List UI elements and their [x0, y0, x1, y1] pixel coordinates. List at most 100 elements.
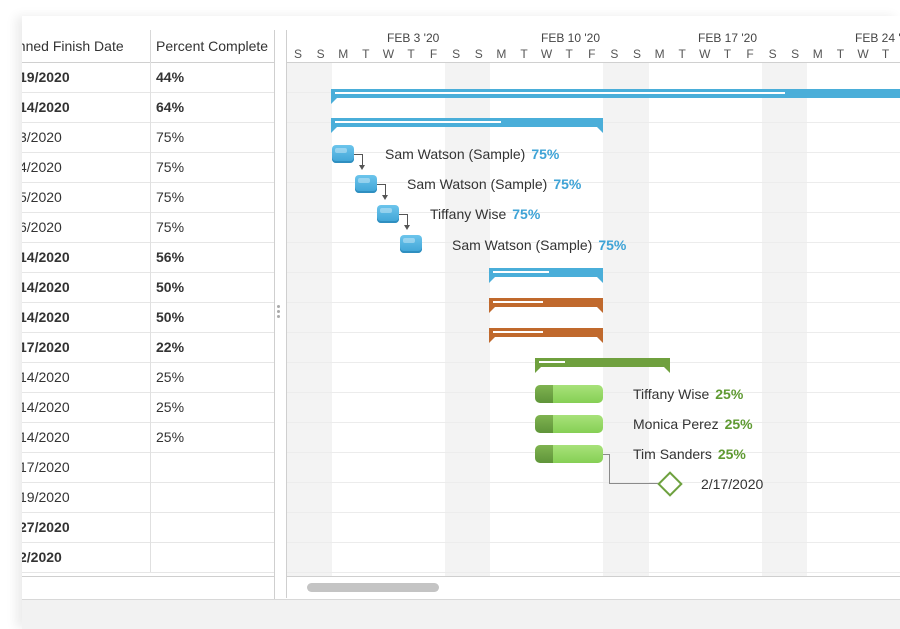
percent-complete-cell[interactable]: 75%	[156, 159, 185, 175]
day-label: S	[474, 47, 483, 61]
table-row[interactable]: 6/2020 75%	[22, 212, 274, 243]
gantt-row	[287, 482, 900, 513]
weekend-shading	[761, 62, 785, 576]
week-label: FEB 10 '20	[541, 31, 600, 45]
task-bar[interactable]	[355, 175, 377, 193]
planned-finish-cell[interactable]: 17/2020	[22, 332, 151, 362]
summary-bar-orange-1[interactable]	[489, 298, 603, 313]
column-header-percent-complete[interactable]: Percent Complete	[156, 38, 269, 54]
table-row[interactable]: 3/2020 75%	[22, 122, 274, 153]
day-label: W	[699, 47, 711, 61]
column-header-planned-finish-date[interactable]: anned Finish Date	[22, 30, 151, 62]
percent-complete-cell[interactable]: 50%	[156, 309, 185, 325]
percent-complete-cell[interactable]: 64%	[156, 99, 185, 115]
planned-finish-cell[interactable]: 14/2020	[22, 272, 151, 302]
day-label: T	[565, 47, 573, 61]
planned-finish-cell[interactable]: 14/2020	[22, 242, 151, 272]
timeline-header: FEB 3 '20 FEB 10 '20 FEB 17 '20 FEB 24 '…	[287, 30, 900, 63]
table-row[interactable]: 5/2020 75%	[22, 182, 274, 213]
percent-complete-cell[interactable]: 75%	[156, 189, 185, 205]
day-label: S	[610, 47, 619, 61]
day-label: M	[654, 47, 665, 61]
percent-complete-cell[interactable]: 50%	[156, 279, 185, 295]
planned-finish-cell[interactable]: 14/2020	[22, 362, 151, 392]
percent-complete-cell[interactable]: 75%	[156, 219, 185, 235]
day-label: M	[812, 47, 823, 61]
task-percent: 25%	[715, 386, 744, 402]
summary-bar-green[interactable]	[535, 358, 670, 373]
planned-finish-cell[interactable]: 17/2020	[22, 452, 151, 482]
planned-finish-cell[interactable]: 14/2020	[22, 302, 151, 332]
pane-splitter-handle[interactable]	[277, 303, 281, 323]
dependency-arrow	[359, 165, 365, 170]
planned-finish-cell[interactable]: 6/2020	[22, 212, 151, 242]
summary-bar-project[interactable]	[331, 89, 900, 104]
percent-complete-cell[interactable]: 25%	[156, 429, 185, 445]
table-row[interactable]: 17/2020	[22, 452, 274, 483]
gantt-row	[287, 152, 900, 183]
dependency-line	[407, 214, 408, 226]
day-label: S	[768, 47, 777, 61]
dependency-line	[399, 214, 407, 215]
day-label: W	[540, 47, 553, 61]
resource-name: Tiffany Wise	[430, 206, 507, 222]
summary-bar-phase-2[interactable]	[489, 268, 603, 283]
planned-finish-cell[interactable]: 3/2020	[22, 122, 151, 152]
day-label: W	[857, 47, 869, 61]
planned-finish-cell[interactable]: 19/2020	[22, 62, 151, 92]
horizontal-scrollbar[interactable]	[287, 576, 900, 598]
day-label: F	[588, 47, 596, 61]
gantt-row	[287, 122, 900, 153]
table-row[interactable]: 2/2020	[22, 542, 274, 573]
task-label: Tiffany Wise 25%	[633, 386, 743, 402]
resource-name: Sam Watson (Sample)	[452, 237, 593, 253]
planned-finish-cell[interactable]: 5/2020	[22, 182, 151, 212]
task-bar[interactable]	[535, 415, 603, 433]
planned-finish-cell[interactable]: 2/2020	[22, 542, 151, 572]
task-percent: 75%	[553, 176, 582, 192]
day-label: S	[316, 47, 325, 61]
percent-complete-cell[interactable]: 22%	[156, 339, 185, 355]
gantt-row	[287, 512, 900, 543]
scrollbar-thumb[interactable]	[307, 583, 439, 592]
summary-bar-phase-1[interactable]	[331, 118, 603, 133]
weekend-shading	[287, 62, 310, 576]
week-label: FEB 3 '20	[387, 31, 440, 45]
task-bar[interactable]	[332, 145, 354, 163]
planned-finish-cell[interactable]: 14/2020	[22, 92, 151, 122]
table-row[interactable]: 19/2020 44%	[22, 62, 274, 93]
day-label: T	[881, 47, 890, 61]
table-row[interactable]: 27/2020	[22, 512, 274, 543]
day-label: T	[407, 47, 415, 61]
task-bar[interactable]	[535, 445, 603, 463]
table-row[interactable]: 14/2020 25%	[22, 362, 274, 393]
table-row[interactable]: 4/2020 75%	[22, 152, 274, 183]
planned-finish-cell[interactable]: 19/2020	[22, 482, 151, 512]
table-row[interactable]: 14/2020 25%	[22, 392, 274, 423]
percent-complete-cell[interactable]: 44%	[156, 69, 185, 85]
weekend-shading	[309, 62, 333, 576]
planned-finish-cell[interactable]: 14/2020	[22, 422, 151, 452]
percent-complete-cell[interactable]: 56%	[156, 249, 185, 265]
day-label: T	[520, 47, 528, 61]
resource-name: Sam Watson (Sample)	[407, 176, 548, 192]
task-bar[interactable]	[535, 385, 603, 403]
percent-complete-cell[interactable]: 25%	[156, 369, 185, 385]
table-row[interactable]: 19/2020	[22, 482, 274, 513]
table-row[interactable]: 14/2020 56%	[22, 242, 274, 273]
gantt-row	[287, 182, 900, 213]
table-row[interactable]: 14/2020 50%	[22, 302, 274, 333]
planned-finish-cell[interactable]: 4/2020	[22, 152, 151, 182]
gantt-row	[287, 542, 900, 573]
task-bar[interactable]	[400, 235, 422, 253]
planned-finish-cell[interactable]: 27/2020	[22, 512, 151, 542]
table-row[interactable]: 14/2020 50%	[22, 272, 274, 303]
table-row[interactable]: 14/2020 25%	[22, 422, 274, 453]
percent-complete-cell[interactable]: 75%	[156, 129, 185, 145]
percent-complete-cell[interactable]: 25%	[156, 399, 185, 415]
planned-finish-cell[interactable]: 14/2020	[22, 392, 151, 422]
table-row[interactable]: 14/2020 64%	[22, 92, 274, 123]
task-bar[interactable]	[377, 205, 399, 223]
summary-bar-orange-2[interactable]	[489, 328, 603, 343]
table-row[interactable]: 17/2020 22%	[22, 332, 274, 363]
